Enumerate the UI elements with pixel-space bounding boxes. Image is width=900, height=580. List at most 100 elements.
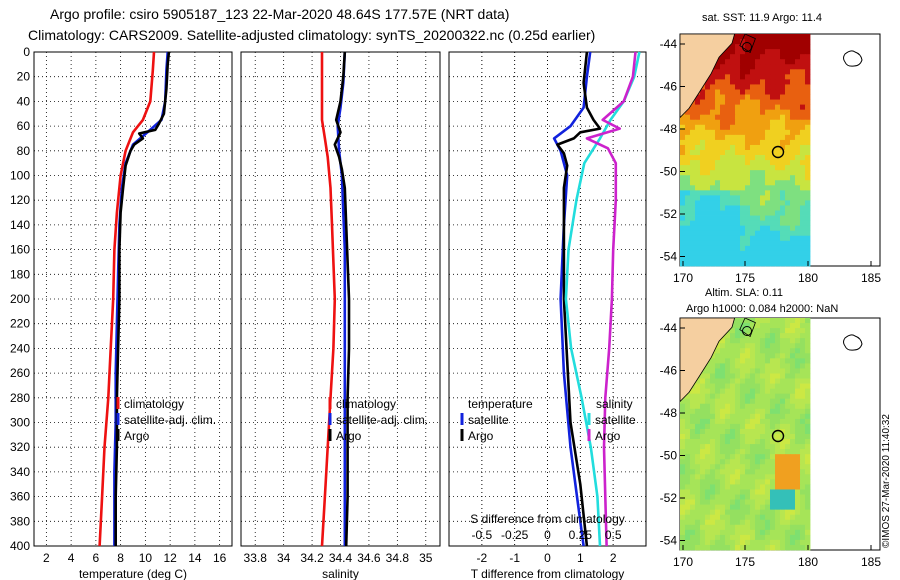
map-cell — [735, 489, 741, 495]
map-cell — [710, 185, 716, 191]
map-cell — [785, 509, 791, 516]
map-cell — [690, 524, 696, 531]
map-cell — [690, 539, 696, 546]
map-cell — [695, 104, 701, 111]
map-cell — [730, 220, 736, 227]
x-tick-label: 2 — [610, 551, 617, 565]
map-cell — [705, 368, 711, 374]
map-cell — [805, 403, 811, 410]
map-cell — [755, 79, 761, 85]
map-cell — [790, 235, 796, 242]
map-cell — [680, 439, 686, 445]
map-cell — [735, 519, 741, 526]
map-y-tick-label: -48 — [660, 406, 678, 420]
map-cell — [790, 398, 796, 405]
map-cell — [760, 69, 766, 75]
map-cell — [755, 190, 761, 196]
map-cell — [715, 544, 721, 551]
map-cell — [705, 428, 711, 435]
map-cell — [740, 34, 746, 40]
map-cell — [695, 119, 701, 126]
map-cell — [775, 240, 781, 247]
series-line-argo — [114, 51, 171, 546]
map-cell — [705, 175, 711, 181]
map-cell — [770, 160, 776, 166]
map-cell — [755, 124, 761, 131]
map-cell — [765, 114, 771, 121]
map-cell — [720, 144, 726, 151]
map-cell — [735, 363, 741, 369]
map-cell — [750, 104, 756, 111]
map-cell — [740, 529, 746, 536]
map-cell — [800, 408, 806, 415]
map-cell — [735, 544, 741, 551]
map-cell — [800, 119, 806, 126]
map-cell — [730, 444, 736, 450]
map-cell — [765, 39, 771, 45]
map-cell — [775, 479, 781, 485]
map-cell — [735, 504, 741, 511]
map-cell — [730, 494, 736, 500]
map-cell — [700, 408, 706, 415]
top-tick-label: -0.5 — [471, 528, 492, 542]
map-cell — [785, 139, 791, 146]
map-cell — [770, 378, 776, 384]
map-cell — [730, 484, 736, 490]
map-cell — [695, 413, 701, 420]
map-cell — [710, 139, 716, 146]
map-cell — [725, 418, 731, 425]
map-cell — [775, 408, 781, 415]
map-cell — [790, 185, 796, 191]
map-cell — [790, 99, 796, 106]
map-cell — [755, 84, 761, 90]
map-cell — [725, 89, 731, 95]
map-cell — [780, 328, 786, 334]
map-cell — [750, 99, 756, 106]
map-cell — [705, 155, 711, 161]
map-cell — [720, 464, 726, 470]
map-cell — [695, 175, 701, 181]
map-cell — [765, 64, 771, 70]
map-cell — [750, 260, 756, 267]
map-cell — [780, 69, 786, 75]
map-cell — [760, 403, 766, 410]
map-cell — [805, 114, 811, 121]
top-tick-label: 0 — [544, 528, 551, 542]
map-cell — [790, 44, 796, 50]
map-y-tick-label: -46 — [660, 80, 678, 94]
map-cell — [745, 190, 751, 196]
map-cell — [740, 534, 746, 541]
map-cell — [730, 408, 736, 415]
map-cell — [750, 434, 756, 440]
map-cell — [715, 175, 721, 181]
map-cell — [710, 79, 716, 85]
map-cell — [740, 89, 746, 95]
map-cell — [720, 195, 726, 201]
map-cell — [805, 378, 811, 384]
map-cell — [740, 489, 746, 495]
map-cell — [745, 434, 751, 440]
map-cell — [765, 413, 771, 420]
map-cell — [695, 459, 701, 465]
salinity-panel: 33.8 34 34.2 34.4 34.6 34.8 35salinityclimatol… — [240, 51, 441, 580]
y-tick-label: 40 — [17, 94, 31, 108]
map-cell — [760, 353, 766, 359]
map-cell — [780, 109, 786, 116]
map-cell — [795, 408, 801, 415]
map-cell — [765, 423, 771, 430]
map-cell — [720, 423, 726, 430]
map-cell — [790, 49, 796, 55]
map-cell — [745, 499, 751, 506]
map-cell — [745, 368, 751, 374]
map-cell — [765, 464, 771, 470]
map-cell — [740, 250, 746, 257]
map-cell — [725, 383, 731, 390]
map-cell — [785, 160, 791, 166]
map-cell — [780, 318, 786, 324]
y-tick-label: 140 — [10, 218, 30, 232]
map-cell — [740, 210, 746, 216]
map-cell — [770, 225, 776, 232]
map-cell — [755, 34, 761, 40]
map-cell — [710, 524, 716, 531]
map-cell — [735, 444, 741, 450]
